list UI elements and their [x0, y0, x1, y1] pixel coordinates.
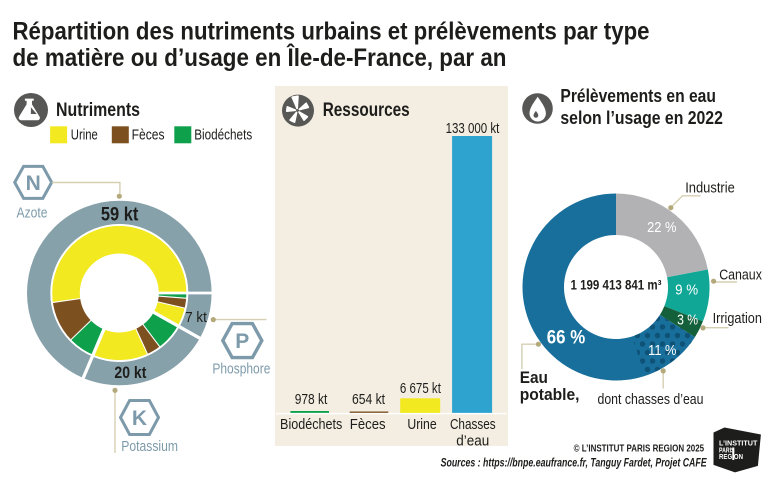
svg-text:22 %: 22 %: [647, 219, 676, 236]
svg-text:Phosphore: Phosphore: [212, 361, 270, 378]
svg-text:Répartition des nutriments urb: Répartition des nutriments urbains et pr…: [13, 18, 650, 46]
svg-text:Sources : https://bnpe.eaufran: Sources : https://bnpe.eaufrance.fr, Tan…: [441, 455, 708, 469]
svg-text:Fèces: Fèces: [132, 127, 165, 143]
svg-text:N: N: [26, 172, 41, 195]
svg-text:3 %: 3 %: [677, 312, 698, 329]
svg-text:de matière ou d’usage en Île-d: de matière ou d’usage en Île-de-France, …: [13, 42, 507, 72]
svg-text:66 %: 66 %: [547, 328, 585, 349]
svg-text:Biodéchets: Biodéchets: [280, 416, 342, 433]
svg-text:1 199 413 841 m³: 1 199 413 841 m³: [571, 278, 662, 293]
svg-text:selon l’usage en 2022: selon l’usage en 2022: [560, 108, 723, 128]
svg-text:11 %: 11 %: [648, 342, 676, 359]
svg-text:Prélèvements en eau: Prélèvements en eau: [560, 86, 716, 106]
svg-text:Nutriments: Nutriments: [56, 100, 140, 121]
svg-text:9 %: 9 %: [675, 282, 698, 299]
svg-text:P: P: [235, 330, 249, 353]
svg-text:7 kt: 7 kt: [185, 309, 207, 326]
svg-text:dont chasses d’eau: dont chasses d’eau: [598, 391, 704, 408]
svg-text:Irrigation: Irrigation: [713, 310, 762, 327]
svg-text:REGION: REGION: [719, 452, 743, 461]
svg-text:© L’INSTITUT PARIS REGION 2025: © L’INSTITUT PARIS REGION 2025: [574, 443, 705, 455]
svg-text:PARIS: PARIS: [719, 445, 735, 454]
svg-text:6 675 kt: 6 675 kt: [400, 381, 441, 397]
svg-text:K: K: [132, 407, 147, 430]
svg-text:d’eau: d’eau: [456, 433, 489, 450]
svg-text:Industrie: Industrie: [685, 180, 735, 197]
svg-text:654 kt: 654 kt: [352, 392, 385, 408]
svg-text:Urine: Urine: [71, 127, 98, 143]
svg-text:20 kt: 20 kt: [114, 363, 146, 382]
svg-text:Azote: Azote: [17, 205, 48, 222]
svg-text:Eau: Eau: [520, 368, 548, 387]
svg-text:978 kt: 978 kt: [295, 392, 328, 408]
svg-text:Biodéchets: Biodéchets: [194, 127, 252, 143]
svg-text:133 000 kt: 133 000 kt: [446, 121, 500, 137]
svg-text:Fèces: Fèces: [350, 416, 386, 433]
svg-text:Urine: Urine: [407, 416, 436, 433]
svg-text:Potassium: Potassium: [121, 438, 178, 455]
svg-text:L’INSTITUT: L’INSTITUT: [719, 439, 758, 448]
svg-text:Chasses: Chasses: [450, 416, 496, 433]
svg-text:potable,: potable,: [520, 385, 580, 404]
svg-text:59 kt: 59 kt: [101, 204, 139, 225]
svg-text:Ressources: Ressources: [323, 100, 410, 121]
svg-text:Canaux: Canaux: [719, 267, 762, 284]
